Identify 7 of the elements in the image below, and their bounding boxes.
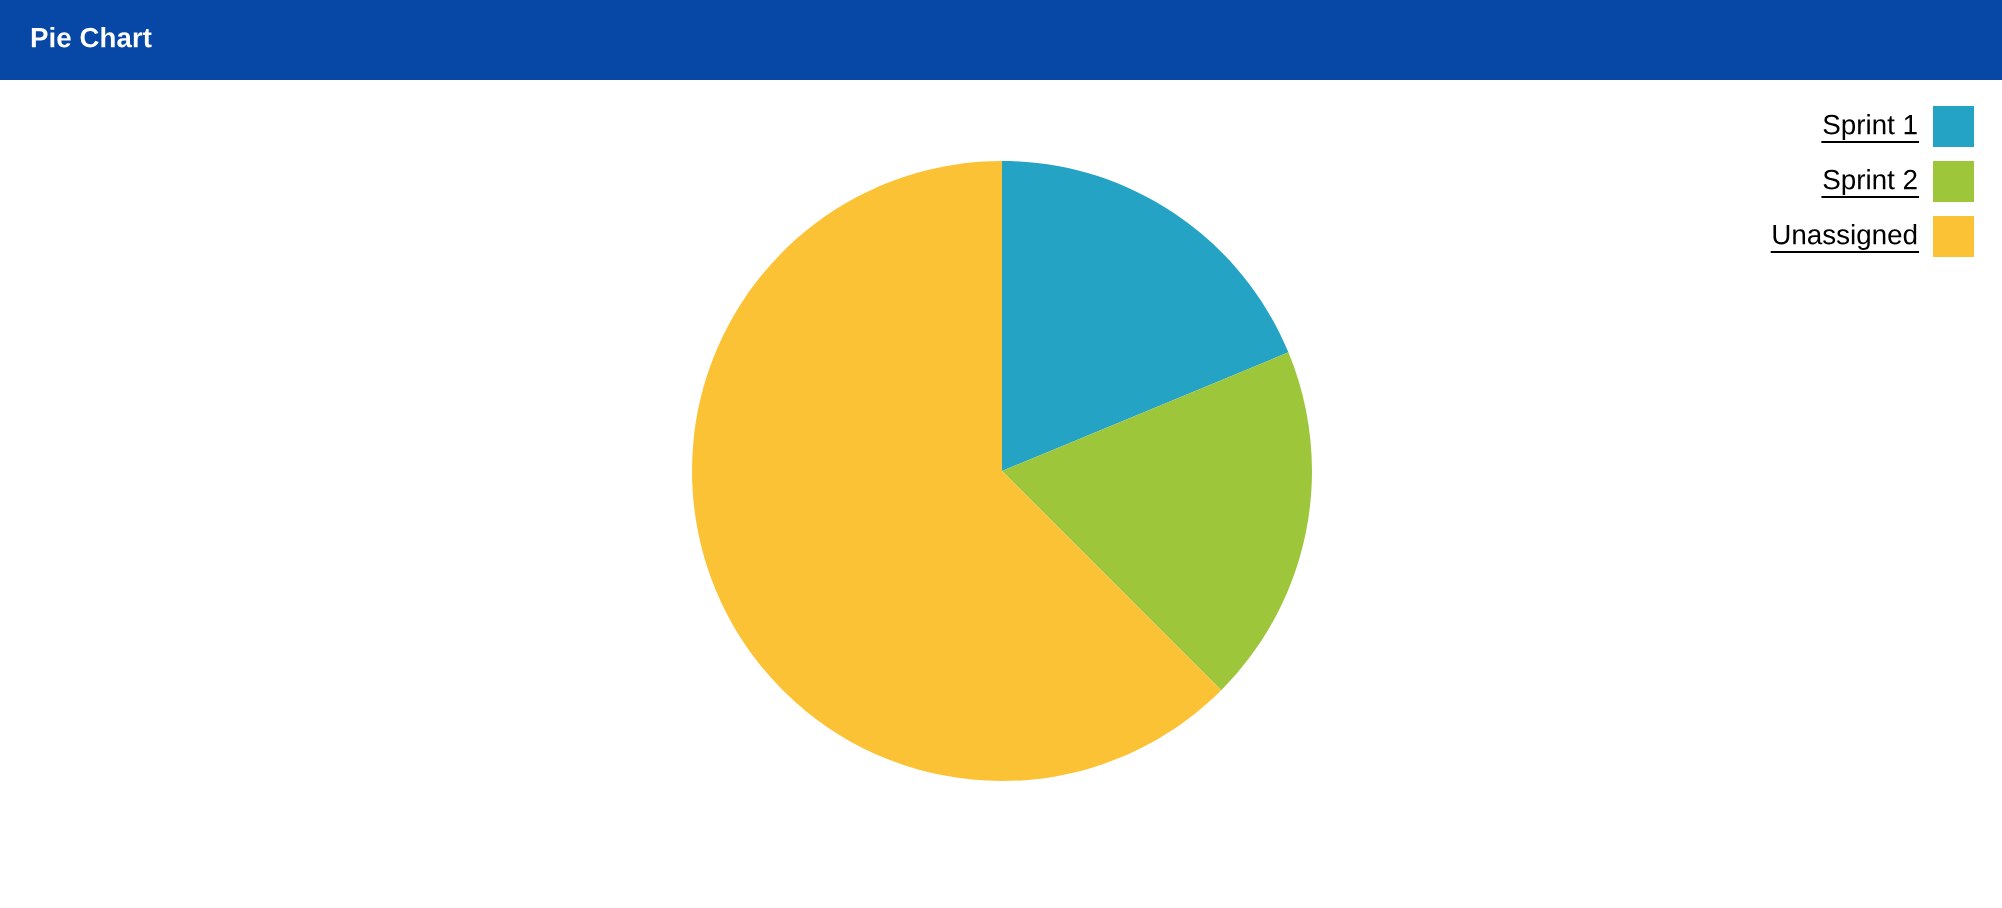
legend-label: Sprint 1 bbox=[1823, 114, 1917, 140]
legend-label: Unassigned bbox=[1773, 224, 1917, 250]
pie-slice bbox=[1002, 161, 1289, 471]
text: Pie Chart bbox=[31, 27, 152, 48]
pie-slice bbox=[1002, 352, 1312, 691]
pie-slice bbox=[692, 161, 1222, 781]
legend-label: Sprint 2 bbox=[1823, 169, 1917, 195]
